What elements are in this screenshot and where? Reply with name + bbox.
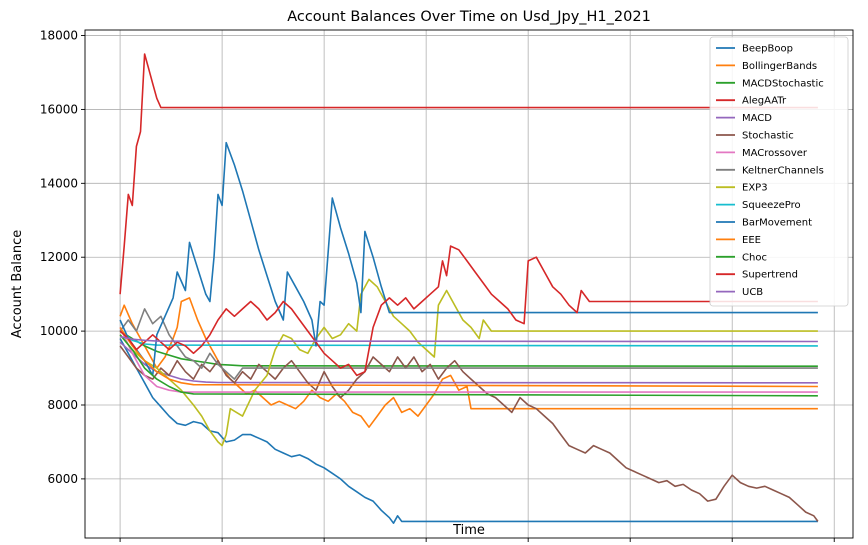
chart-title: Account Balances Over Time on Usd_Jpy_H1…	[287, 9, 651, 25]
series-line-alegaatr	[119, 53, 818, 295]
y-tick-label: 8000	[47, 398, 78, 412]
legend-label-choc: Choc	[742, 252, 767, 263]
y-tick-label: 16000	[40, 102, 78, 116]
series-line-ucb	[119, 335, 818, 343]
legend-label-alegaatr: AlegAATr	[742, 96, 787, 107]
legend-box	[709, 36, 849, 307]
legend-label-bollingerbands: BollingerBands	[742, 61, 817, 72]
legend-label-supertrend: Supertrend	[742, 270, 798, 281]
y-tick-label: 10000	[40, 324, 78, 338]
y-tick-label: 6000	[47, 472, 78, 486]
legend-label-macrossover: MACrossover	[742, 148, 808, 159]
legend-label-ucb: UCB	[742, 287, 763, 298]
legend-label-macdstochastic: MACDStochastic	[742, 78, 824, 89]
series-line-eee	[119, 326, 818, 388]
y-tick-label: 14000	[40, 176, 78, 190]
legend-label-beepboop: BeepBoop	[742, 44, 793, 55]
y-tick-label: 18000	[40, 29, 78, 43]
series-line-exp3	[119, 278, 818, 447]
x-axis-title: Time	[452, 523, 485, 538]
legend-label-macd: MACD	[742, 113, 772, 124]
legend-label-exp3: EXP3	[742, 183, 768, 194]
legend-label-squeezepro: SqueezePro	[742, 200, 801, 211]
legend: BeepBoopBollingerBandsMACDStochasticAleg…	[709, 36, 849, 307]
series-line-bollingerbands	[119, 297, 818, 428]
series-line-supertrend	[119, 245, 818, 377]
legend-label-keltnerchannels: KeltnerChannels	[742, 165, 824, 176]
y-axis-title: Account Balance	[10, 230, 25, 338]
plot-frame	[84, 29, 854, 539]
series-lines	[119, 53, 819, 524]
series-line-barmovement	[119, 141, 818, 377]
series-line-stochastic	[119, 345, 819, 522]
series-line-keltnerchannels	[119, 308, 818, 380]
y-tick-label: 12000	[40, 250, 78, 264]
legend-label-stochastic: Stochastic	[742, 131, 794, 142]
legend-label-barmovement: BarMovement	[742, 218, 812, 229]
series-line-choc	[119, 334, 818, 397]
series-line-beepboop	[119, 338, 818, 524]
legend-label-eee: EEE	[742, 235, 761, 246]
